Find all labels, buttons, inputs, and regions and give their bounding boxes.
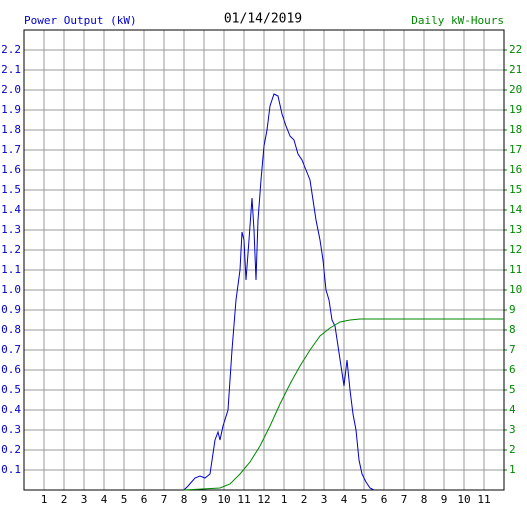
x-tick-label: 4 xyxy=(341,493,348,506)
y-tick-label: 0.8 xyxy=(1,323,21,336)
y2-tick-label: 2 xyxy=(509,443,516,456)
y2-tick-label: 14 xyxy=(509,203,523,216)
x-tick-label: 6 xyxy=(141,493,148,506)
y2-axis-title: Daily kW-Hours xyxy=(411,14,504,27)
x-tick-label: 3 xyxy=(81,493,88,506)
y2-tick-label: 9 xyxy=(509,303,516,316)
y-tick-label: 0.2 xyxy=(1,443,21,456)
y2-tick-label: 18 xyxy=(509,123,522,136)
y2-tick-label: 17 xyxy=(509,143,522,156)
x-tick-label: 7 xyxy=(161,493,168,506)
y-tick-label: 0.9 xyxy=(1,303,21,316)
x-tick-label: 1 xyxy=(41,493,48,506)
y2-tick-label: 8 xyxy=(509,323,516,336)
plot-frame xyxy=(23,29,505,491)
y2-tick-label: 15 xyxy=(509,183,522,196)
y-tick-label: 1.2 xyxy=(1,243,21,256)
x-tick-label: 5 xyxy=(121,493,128,506)
y-tick-label: 1.6 xyxy=(1,163,21,176)
x-tick-label: 6 xyxy=(381,493,388,506)
y-tick-label: 0.5 xyxy=(1,383,21,396)
y-axis-title: Power Output (kW) xyxy=(24,14,137,27)
y2-tick-label: 4 xyxy=(509,403,516,416)
line-series xyxy=(183,318,504,491)
y-tick-label: 1.5 xyxy=(1,183,21,196)
y-tick-label: 0.7 xyxy=(1,343,21,356)
y2-tick-label: 22 xyxy=(509,43,522,56)
line-series xyxy=(183,93,375,491)
y2-tick-label: 5 xyxy=(509,383,516,396)
y-tick-label: 2.1 xyxy=(1,63,21,76)
x-tick-label: 1 xyxy=(281,493,288,506)
y-tick-label: 0.4 xyxy=(1,403,21,416)
x-tick-label: 12 xyxy=(257,493,270,506)
y2-tick-label: 10 xyxy=(509,283,522,296)
y2-tick-label: 21 xyxy=(509,63,522,76)
y-tick-label: 1.4 xyxy=(1,203,21,216)
x-tick-label: 10 xyxy=(217,493,230,506)
y2-tick-label: 20 xyxy=(509,83,522,96)
y-tick-label: 2.2 xyxy=(1,43,21,56)
y2-tick-label: 1 xyxy=(509,463,516,476)
y-tick-label: 1.8 xyxy=(1,123,21,136)
y-tick-label: 0.1 xyxy=(1,463,21,476)
x-tick-label: 10 xyxy=(457,493,470,506)
y-tick-label: 0.3 xyxy=(1,423,21,436)
y2-tick-label: 16 xyxy=(509,163,522,176)
y2-tick-label: 7 xyxy=(509,343,516,356)
x-tick-label: 11 xyxy=(237,493,250,506)
y-tick-label: 2.0 xyxy=(1,83,21,96)
x-tick-label: 2 xyxy=(301,493,308,506)
y2-tick-label: 11 xyxy=(509,263,522,276)
y2-tick-label: 12 xyxy=(509,243,522,256)
y-tick-label: 1.0 xyxy=(1,283,21,296)
x-tick-label: 3 xyxy=(321,493,328,506)
y2-tick-label: 3 xyxy=(509,423,516,436)
x-tick-label: 9 xyxy=(201,493,208,506)
y-tick-label: 1.1 xyxy=(1,263,21,276)
x-tick-label: 8 xyxy=(181,493,188,506)
y-tick-label: 0.6 xyxy=(1,363,21,376)
x-tick-label: 4 xyxy=(101,493,108,506)
x-tick-label: 7 xyxy=(401,493,408,506)
x-tick-label: 11 xyxy=(477,493,490,506)
x-tick-label: 9 xyxy=(441,493,448,506)
y2-tick-label: 13 xyxy=(509,223,522,236)
y-tick-label: 1.9 xyxy=(1,103,21,116)
y2-tick-label: 6 xyxy=(509,363,516,376)
y-tick-label: 1.7 xyxy=(1,143,21,156)
y-tick-label: 1.3 xyxy=(1,223,21,236)
x-tick-label: 5 xyxy=(361,493,368,506)
chart-title: 01/14/2019 xyxy=(224,12,302,27)
y2-tick-label: 19 xyxy=(509,103,522,116)
x-tick-label: 2 xyxy=(61,493,68,506)
x-tick-label: 8 xyxy=(421,493,428,506)
